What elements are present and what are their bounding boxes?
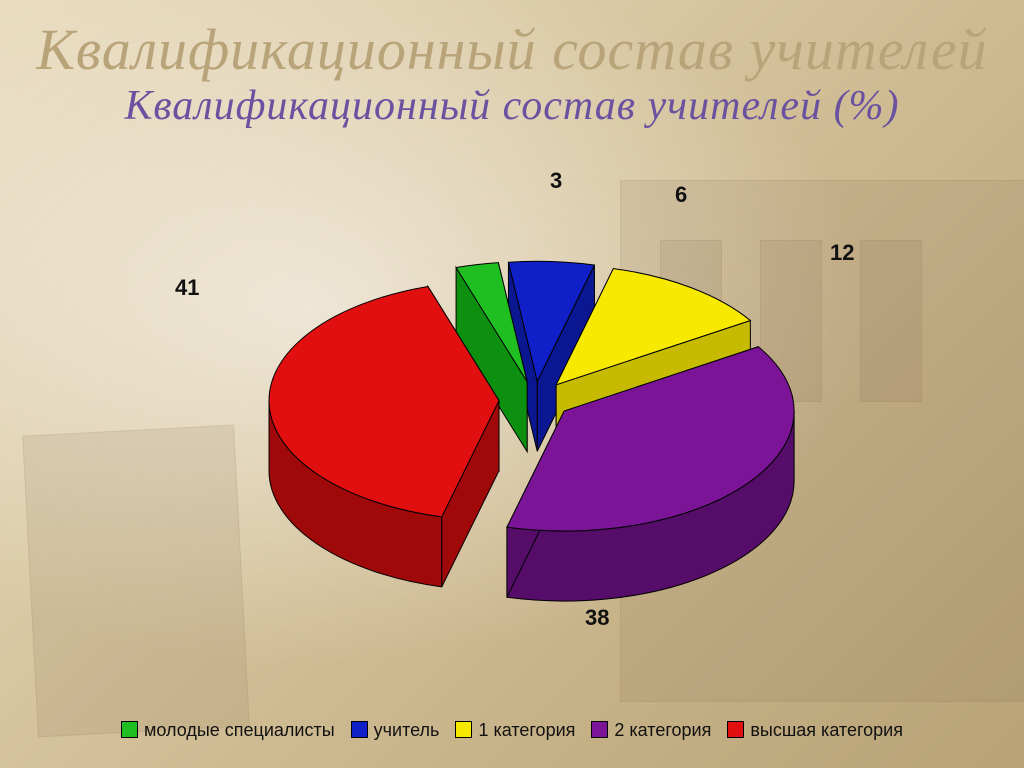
legend-label: высшая категория	[750, 720, 903, 740]
legend-item: высшая категория	[727, 720, 903, 741]
slide-stage: Квалификационный состав учителей Квалифи…	[0, 0, 1024, 768]
legend-swatch	[121, 721, 138, 738]
slice-value-label: 41	[175, 275, 199, 301]
legend-item: 2 категория	[591, 720, 711, 741]
legend-swatch	[455, 721, 472, 738]
legend-item: 1 категория	[455, 720, 575, 741]
slice-value-label: 12	[830, 240, 854, 266]
legend-swatch	[591, 721, 608, 738]
legend: молодые специалисты учитель 1 категория 2 к…	[0, 720, 1024, 741]
slice-value-label: 3	[550, 168, 562, 194]
legend-item: молодые специалисты	[121, 720, 335, 741]
pie-chart	[0, 0, 1024, 768]
legend-item: учитель	[351, 720, 440, 741]
legend-label: 2 категория	[614, 720, 711, 740]
legend-label: учитель	[374, 720, 440, 740]
legend-label: 1 категория	[478, 720, 575, 740]
slice-value-label: 38	[585, 605, 609, 631]
legend-label: молодые специалисты	[144, 720, 335, 740]
legend-swatch	[351, 721, 368, 738]
slice-value-label: 6	[675, 182, 687, 208]
legend-swatch	[727, 721, 744, 738]
